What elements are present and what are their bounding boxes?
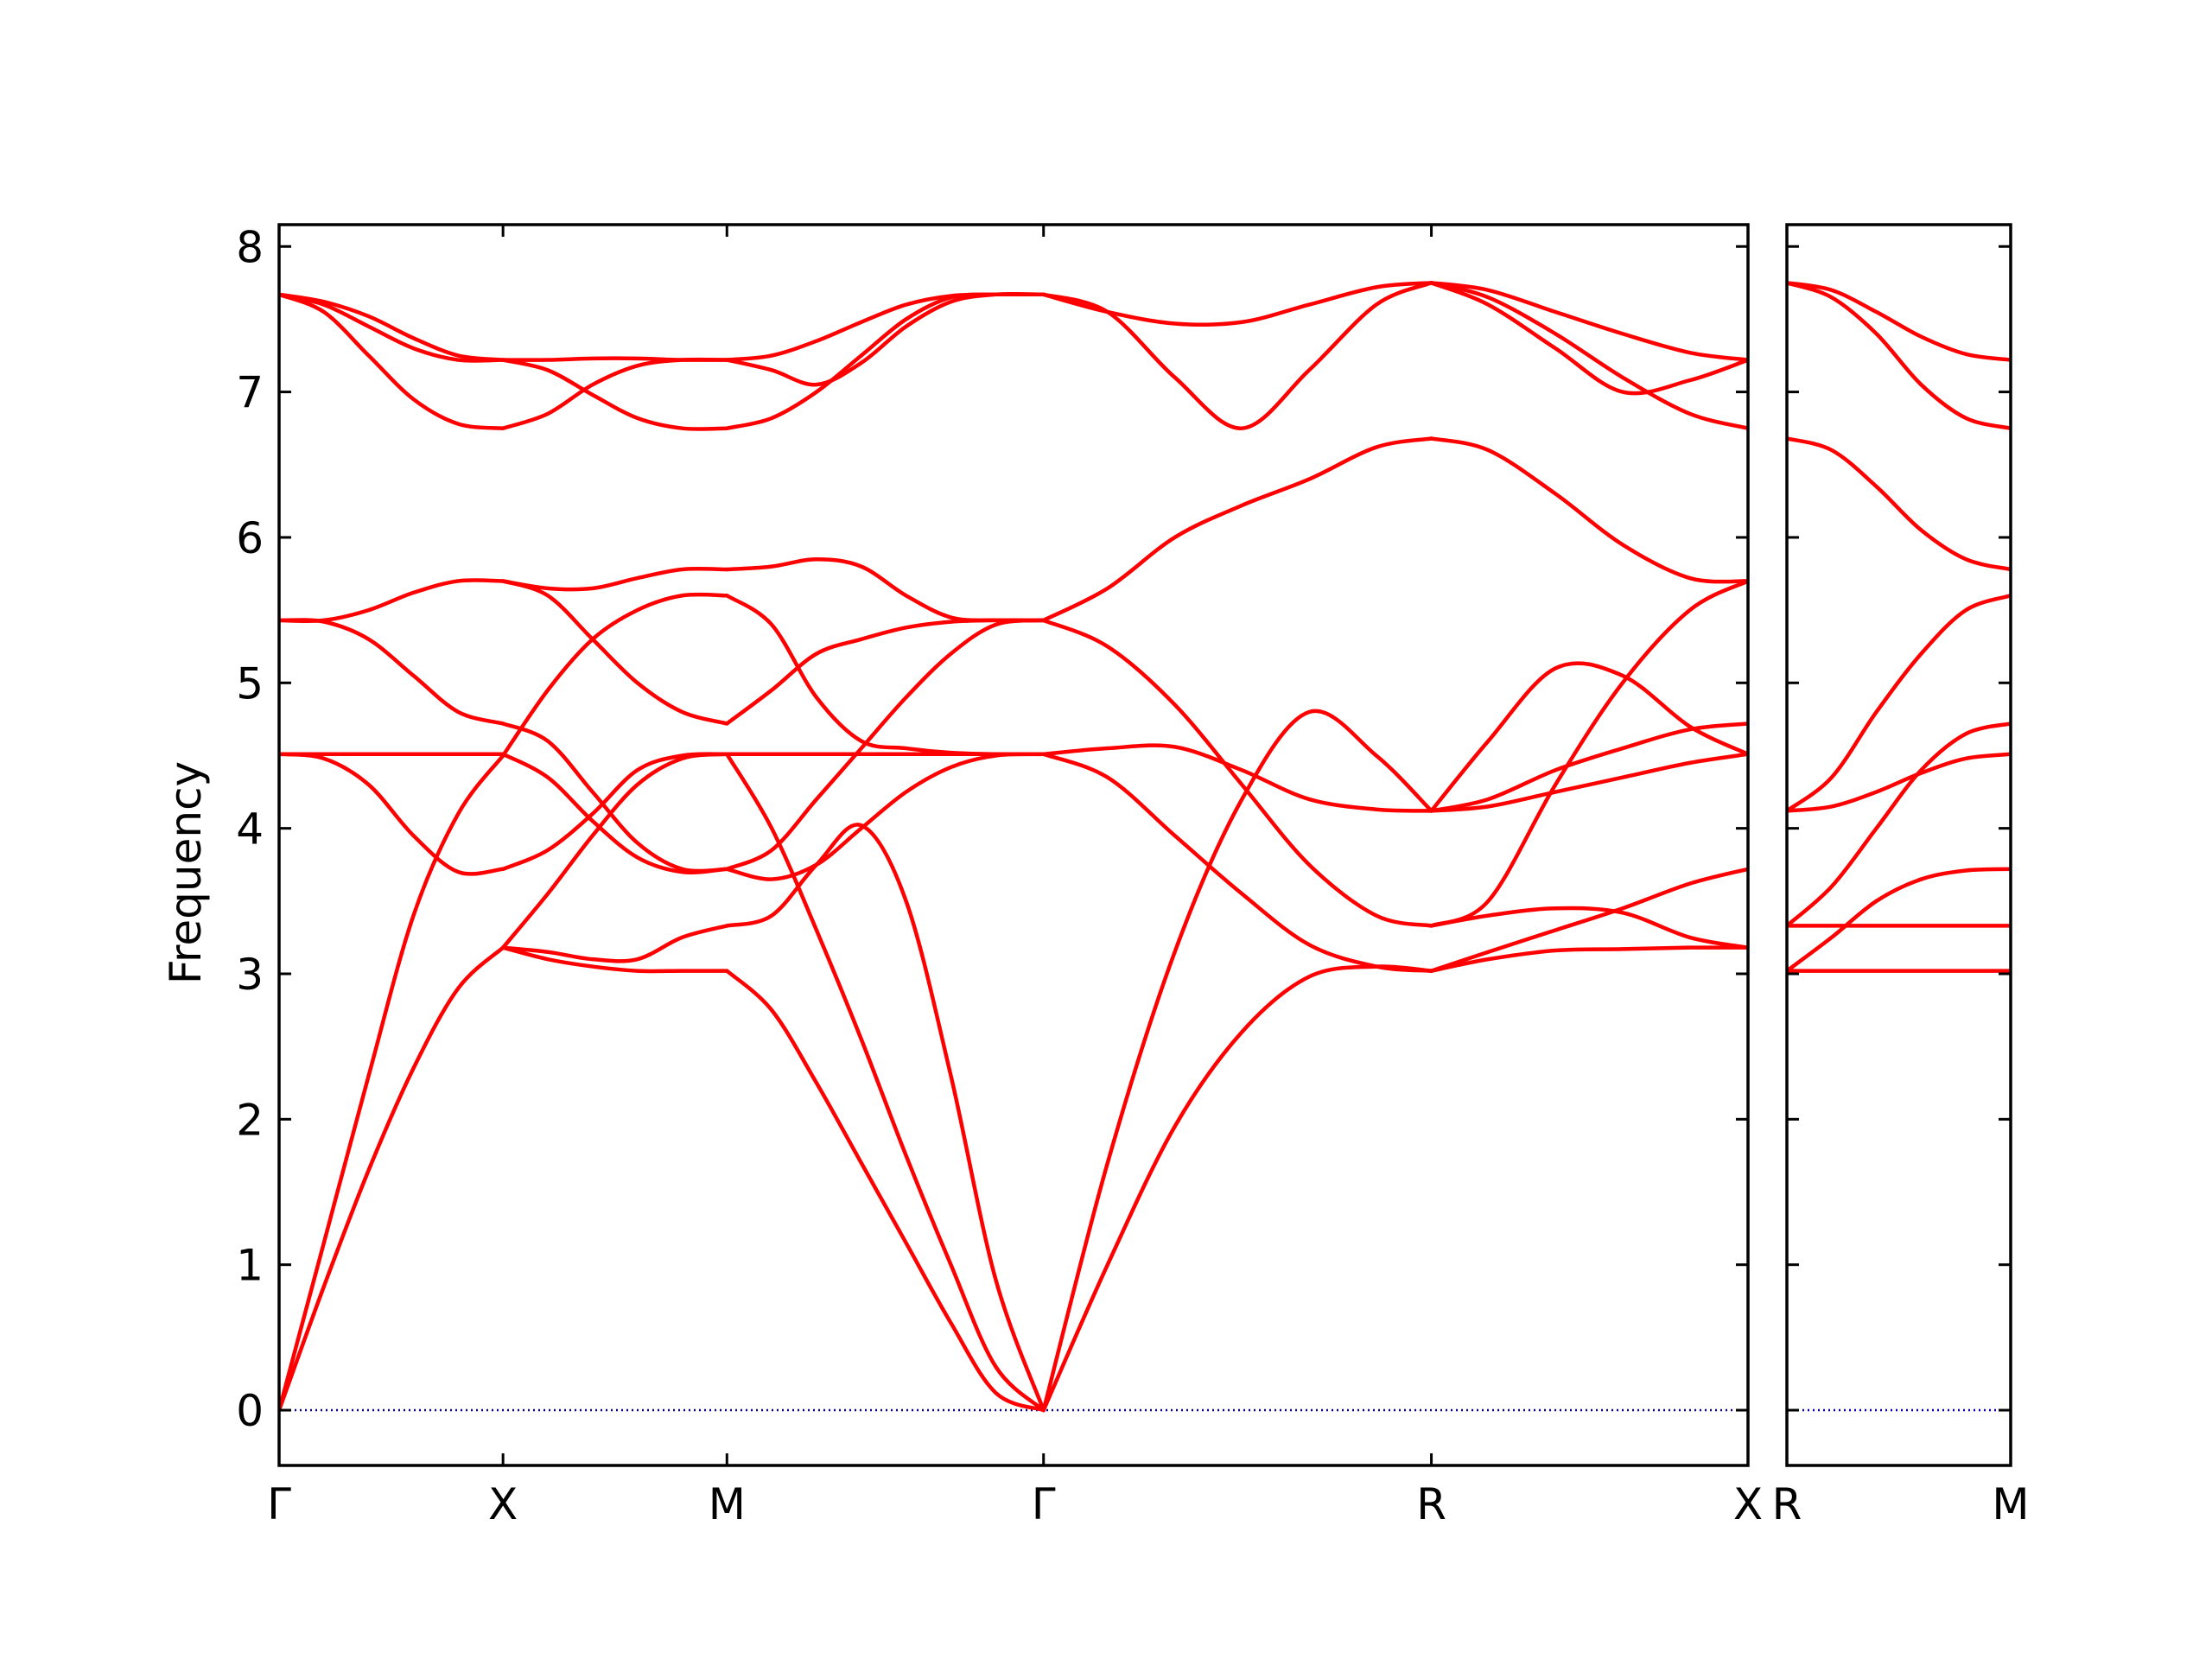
band-line bbox=[1787, 867, 2011, 973]
y-tick-label: 3 bbox=[236, 950, 264, 1000]
band-line bbox=[1041, 281, 1433, 430]
band-line bbox=[279, 292, 505, 363]
band-line bbox=[279, 945, 505, 1413]
band-line bbox=[500, 945, 729, 974]
band-line bbox=[1429, 721, 1748, 813]
band-line bbox=[500, 592, 729, 758]
band-line bbox=[1429, 661, 1748, 813]
band-line bbox=[1041, 709, 1433, 1413]
band-line bbox=[1787, 281, 2011, 430]
y-tick-label: 8 bbox=[236, 222, 264, 272]
band-line bbox=[500, 924, 729, 963]
y-tick-label: 1 bbox=[236, 1241, 264, 1291]
band-line bbox=[279, 753, 505, 1413]
x-tick-label: X bbox=[488, 1479, 518, 1529]
bands-group bbox=[279, 281, 1748, 1413]
bands-group bbox=[1787, 281, 2011, 973]
band-line bbox=[500, 752, 729, 950]
band-line bbox=[500, 721, 729, 874]
band-line bbox=[500, 752, 729, 872]
plot-frame bbox=[277, 223, 1750, 1467]
band-line bbox=[1787, 721, 2011, 928]
band-line bbox=[279, 618, 505, 726]
band-line bbox=[1429, 281, 1748, 362]
band-line bbox=[500, 357, 729, 430]
band-line bbox=[725, 752, 1046, 881]
x-tick-label: Γ bbox=[1032, 1479, 1056, 1529]
band-line bbox=[725, 291, 1046, 387]
band-line bbox=[1041, 281, 1433, 327]
band-line bbox=[1429, 906, 1748, 950]
y-tick-label: 6 bbox=[236, 513, 264, 563]
band-line bbox=[1041, 752, 1433, 973]
band-line bbox=[1787, 752, 2011, 813]
x-tick-label: R bbox=[1772, 1479, 1802, 1529]
band-line bbox=[1041, 964, 1433, 1413]
band-line bbox=[1429, 281, 1748, 396]
band-line bbox=[725, 556, 1046, 623]
band-line bbox=[500, 579, 729, 726]
band-line bbox=[725, 618, 1046, 726]
band-line bbox=[279, 578, 505, 624]
band-line bbox=[500, 752, 729, 874]
y-tick-label: 4 bbox=[236, 804, 264, 855]
x-tick-label: R bbox=[1416, 1479, 1446, 1529]
band-line bbox=[725, 618, 1046, 872]
band-line bbox=[1041, 618, 1433, 928]
band-line bbox=[725, 823, 1046, 1413]
band-line bbox=[1429, 752, 1748, 813]
band-line bbox=[500, 566, 729, 592]
band-line bbox=[1429, 436, 1748, 584]
band-line bbox=[1429, 945, 1748, 973]
band-line bbox=[725, 292, 1046, 430]
y-tick-label: 5 bbox=[236, 658, 264, 709]
band-line bbox=[1787, 436, 2011, 572]
band-line bbox=[500, 358, 729, 431]
band-line bbox=[725, 969, 1046, 1413]
band-line bbox=[1041, 436, 1433, 623]
y-tick-label: 0 bbox=[236, 1386, 264, 1436]
left-panel: 0 1 2 3 4 5 6 7 8 Γ X M Γ R X bbox=[236, 222, 1763, 1529]
band-line bbox=[1429, 281, 1748, 430]
band-line bbox=[1429, 579, 1748, 928]
band-line bbox=[725, 292, 1046, 362]
band-line bbox=[279, 292, 505, 362]
y-tick-label: 7 bbox=[236, 368, 264, 418]
band-line bbox=[1787, 281, 2011, 362]
y-tick-label: 2 bbox=[236, 1095, 264, 1145]
band-line bbox=[1787, 594, 2011, 813]
band-line bbox=[1041, 743, 1433, 813]
x-tick-label: Γ bbox=[267, 1479, 291, 1529]
band-line bbox=[279, 292, 505, 430]
band-line bbox=[279, 752, 505, 876]
y-axis-label: Frequency bbox=[161, 761, 211, 984]
band-line bbox=[725, 594, 1046, 757]
band-line bbox=[1429, 867, 1748, 973]
x-tick-label: M bbox=[709, 1479, 746, 1529]
plot-frame bbox=[1785, 223, 2012, 1467]
x-tick-label: M bbox=[1992, 1479, 2029, 1529]
x-tick-label: X bbox=[1733, 1479, 1763, 1529]
